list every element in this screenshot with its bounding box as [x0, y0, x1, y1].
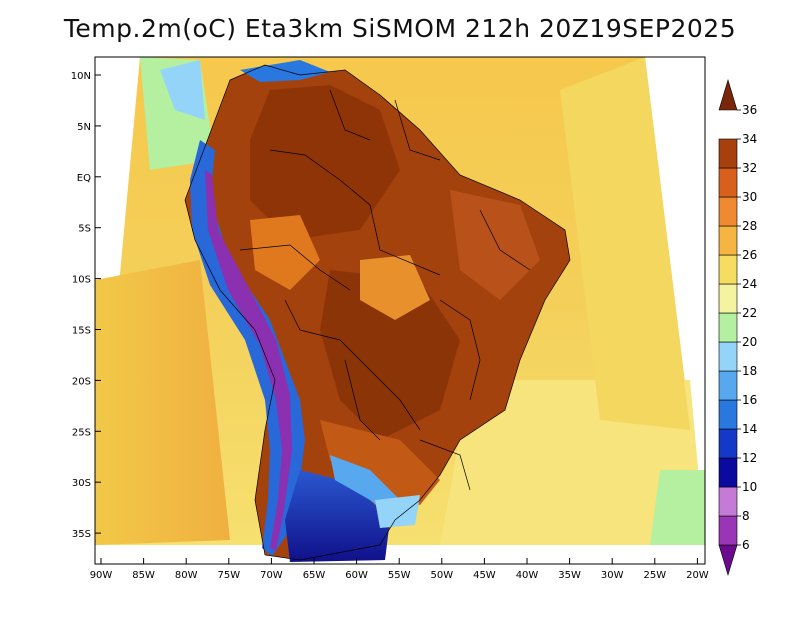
lat-tick-label: 5N: [77, 122, 91, 133]
colorbar-high-cap: [718, 78, 738, 111]
colorbar-bin: [718, 341, 738, 372]
colorbar-label: 24: [742, 277, 757, 291]
map-frame: [94, 56, 706, 565]
lat-tick-label: 25S: [72, 427, 91, 438]
colorbar-label: 16: [742, 393, 757, 407]
colorbar-label: 34: [742, 132, 757, 146]
uruguay-coast-field: [375, 495, 420, 528]
lat-tick-label: 20S: [72, 376, 91, 387]
plateau-warm-zone: [360, 255, 430, 320]
colorbar-label: 8: [742, 509, 750, 523]
pampas-warm-zone: [320, 420, 440, 505]
lon-tick-label: 70W: [260, 570, 283, 581]
longitude-axis: 90W 85W 80W 75W 70W 65W 60W 55W 50W 45W 40W 35W 30W 2…: [90, 558, 709, 581]
colorbar-bin: [718, 312, 738, 343]
colorbar-label: 30: [742, 190, 757, 204]
colorbar-bin: [718, 515, 738, 546]
atlantic-cool-corner: [650, 470, 705, 545]
colorbar-bin: [718, 225, 738, 256]
lat-tick-label: 10N: [71, 71, 91, 82]
lon-tick-label: 55W: [388, 570, 411, 581]
colorbar-label: 26: [742, 248, 757, 262]
colorbar-low-cap: [718, 544, 738, 577]
pacific-cool-field-2: [160, 60, 205, 120]
colorbar-bin: [718, 370, 738, 401]
colorbar-label: 22: [742, 306, 757, 320]
northeast-warm-zone: [450, 190, 540, 300]
lon-tick-label: 25W: [643, 570, 666, 581]
lat-tick-label: 30S: [72, 478, 91, 489]
lon-tick-label: 45W: [473, 570, 496, 581]
lon-tick-label: 75W: [217, 570, 240, 581]
colorbar-label: 12: [742, 451, 757, 465]
lon-tick-label: 20W: [686, 570, 709, 581]
central-hot-zone: [320, 270, 460, 440]
colorbar-bin: [718, 283, 738, 314]
colorbar-label: 18: [742, 364, 757, 378]
colorbar-bin: [718, 254, 738, 285]
colorbar-label: 36: [742, 103, 757, 117]
colorbar-label: 32: [742, 161, 757, 175]
lat-tick-label: 10S: [72, 275, 91, 286]
colorbar-bin: [718, 428, 738, 459]
country-borders: [184, 64, 571, 561]
lon-tick-label: 85W: [132, 570, 155, 581]
map-domain: [95, 57, 705, 562]
lat-tick-label: EQ: [77, 173, 91, 184]
colorbar-bin: [718, 457, 738, 488]
colorbar-bin: [718, 167, 738, 198]
lat-tick-label: 15S: [72, 326, 91, 337]
colorbar-bin: [718, 399, 738, 430]
colorbar-bin: [718, 138, 738, 169]
lat-tick-label: 35S: [72, 529, 91, 540]
latitude-axis: 10N 5N EQ 5S 10S 15S 20S 25S 30S 35S: [71, 71, 101, 540]
lat-tick-label: 5S: [78, 224, 91, 235]
lon-tick-label: 35W: [558, 570, 581, 581]
lon-tick-label: 65W: [303, 570, 326, 581]
colorbar-label: 20: [742, 335, 757, 349]
colorbar-label: 14: [742, 422, 757, 436]
colorbar-label: 6: [742, 538, 750, 552]
lon-tick-label: 60W: [345, 570, 368, 581]
highland-warm-zone: [250, 215, 320, 290]
patagonia-cold-zone: [285, 470, 390, 562]
colorbar-label: 10: [742, 480, 757, 494]
lon-tick-label: 30W: [601, 570, 624, 581]
atlantic-east-field: [560, 57, 690, 430]
colorbar-label: 28: [742, 219, 757, 233]
colorbar: 6 8 10 12 14 16 18 20 22 24 26 28 30 32 34 36: [718, 78, 757, 577]
map-title: Temp.2m(oC) Eta3km SiSMOM 212h 20Z19SEP2…: [63, 14, 737, 43]
andes-snow-band: [205, 170, 292, 550]
lon-tick-label: 90W: [90, 570, 113, 581]
lon-tick-label: 40W: [516, 570, 539, 581]
colorbar-bin: [718, 196, 738, 227]
lon-tick-label: 50W: [430, 570, 453, 581]
pacific-field: [95, 260, 230, 545]
lon-tick-label: 80W: [175, 570, 198, 581]
colorbar-bin: [718, 486, 738, 517]
amazon-hot-zone: [250, 85, 400, 240]
